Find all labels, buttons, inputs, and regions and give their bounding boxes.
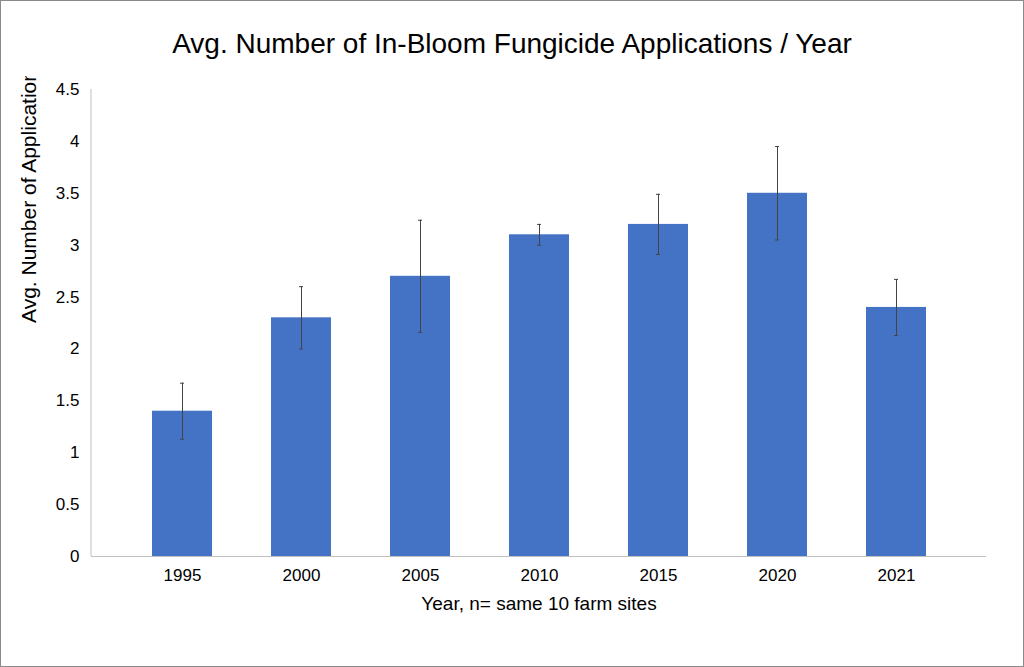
svg-text:2000: 2000 <box>283 566 321 585</box>
svg-text:4: 4 <box>70 132 79 151</box>
svg-text:2020: 2020 <box>759 566 797 585</box>
svg-text:2015: 2015 <box>640 566 678 585</box>
svg-text:1: 1 <box>70 443 79 462</box>
svg-text:4.5: 4.5 <box>56 80 80 99</box>
html-text:Avg. Number of In-Bloom Fungic: Avg. Number of In-Bloom Fungicide Applic… <box>172 28 852 59</box>
svg-text:2010: 2010 <box>521 566 559 585</box>
svg-text:2: 2 <box>70 339 79 358</box>
svg-text:3: 3 <box>70 236 79 255</box>
svg-text:0: 0 <box>70 547 79 566</box>
svg-text:1.5: 1.5 <box>56 391 80 410</box>
svg-text:2.5: 2.5 <box>56 287 80 306</box>
svg-text:2005: 2005 <box>402 566 440 585</box>
svg-text:2021: 2021 <box>878 566 916 585</box>
svg-text:Year, n= same 10 farm sites: Year, n= same 10 farm sites <box>421 593 656 614</box>
svg-text:Avg. Number of Applications: Avg. Number of Applications <box>17 76 40 323</box>
svg-text:1995: 1995 <box>164 566 202 585</box>
svg-text:0.5: 0.5 <box>56 495 80 514</box>
svg-text:3.5: 3.5 <box>56 184 80 203</box>
